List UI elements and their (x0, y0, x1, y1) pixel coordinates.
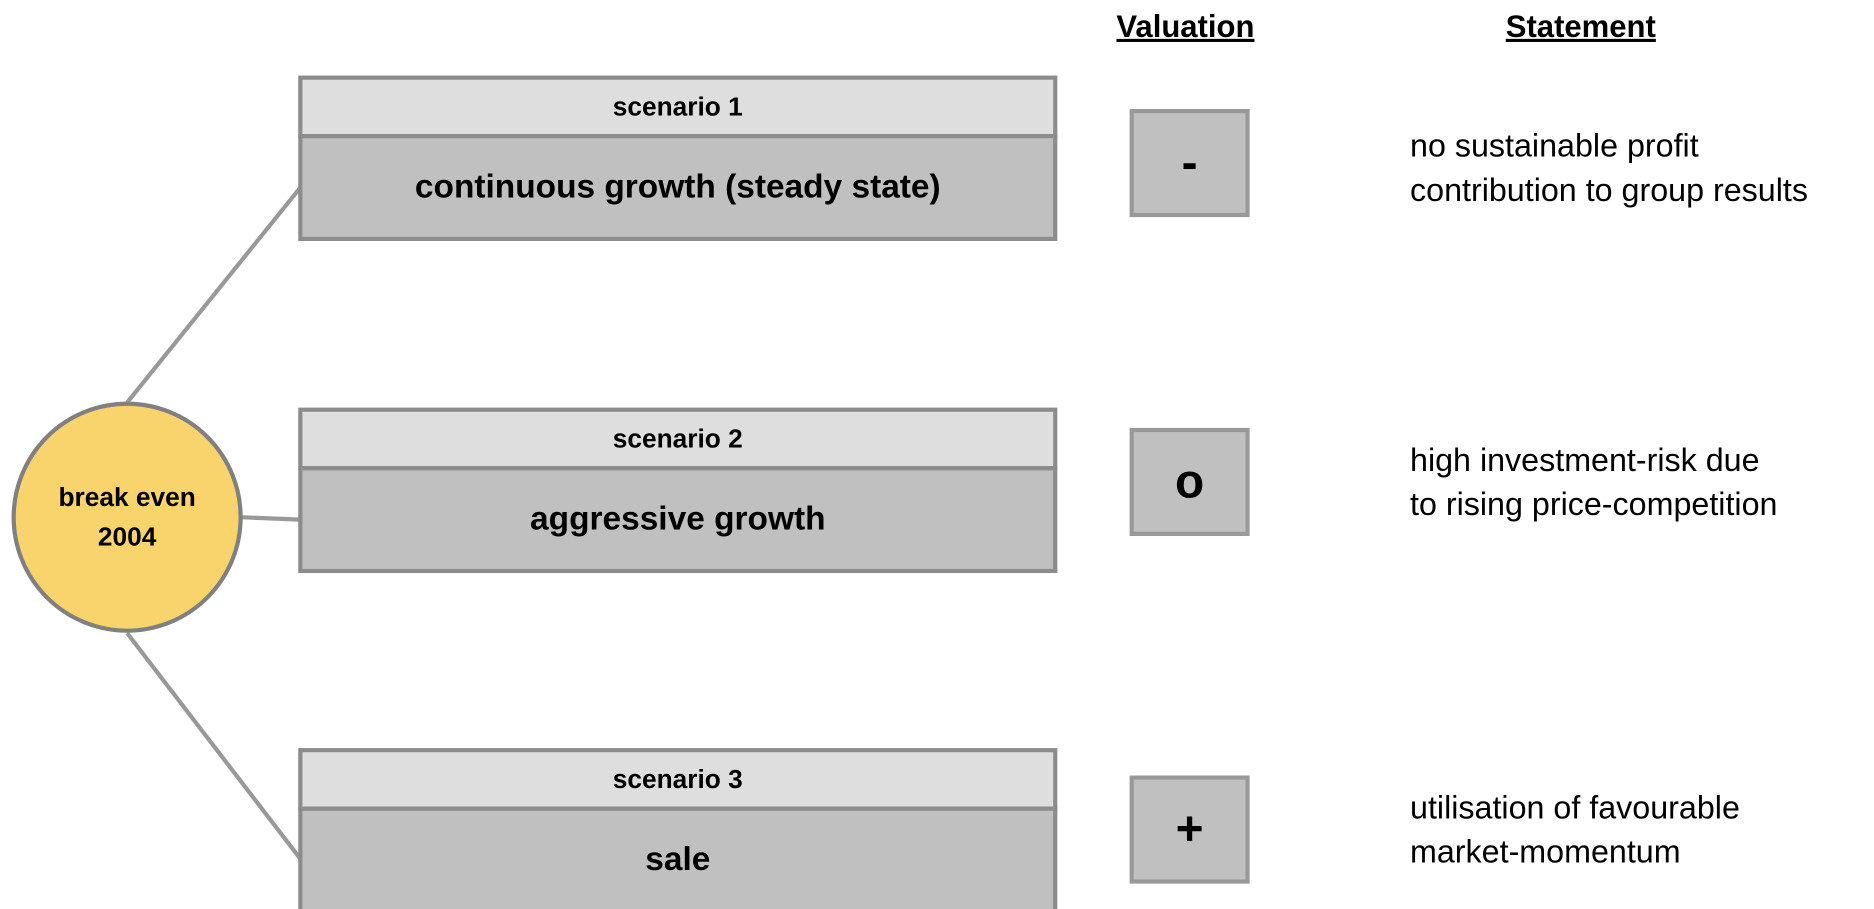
scenario-label: scenario 3 (613, 764, 743, 794)
valuation-symbol: - (1182, 137, 1198, 190)
valuation-header: Valuation (1116, 9, 1254, 44)
connector (125, 186, 302, 404)
valuation-box (1129, 427, 1250, 537)
statement-line: high investment-risk due (1410, 442, 1760, 478)
connector (125, 631, 303, 861)
statement-header: Statement (1506, 9, 1656, 44)
valuation-box (1129, 108, 1250, 218)
scenario-body-box (298, 134, 1058, 241)
root-node (11, 401, 243, 633)
connector (240, 515, 301, 522)
scenario-title: sale (645, 841, 710, 878)
root-label: 2004 (98, 522, 157, 552)
root-label: break even (59, 482, 196, 512)
scenario-body-box (298, 806, 1058, 909)
scenario-header-box (298, 748, 1058, 811)
scenario-label: scenario 2 (613, 424, 743, 454)
scenario-body-box (298, 466, 1058, 574)
scenario-title: continuous growth (steady state) (415, 169, 941, 206)
valuation-symbol: + (1176, 803, 1204, 856)
statement-line: contribution to group results (1410, 172, 1808, 208)
statement-line: utilisation of favourable (1410, 789, 1740, 825)
scenario-title: aggressive growth (530, 501, 825, 538)
statement-line: no sustainable profit (1410, 128, 1699, 164)
scenario-label: scenario 1 (613, 92, 743, 122)
connectors (125, 186, 303, 861)
valuation-symbol: o (1175, 456, 1204, 509)
valuation-box (1129, 775, 1250, 884)
statement-line: market-momentum (1410, 834, 1681, 870)
scenario-header-box (298, 75, 1058, 139)
statement-line: to rising price-competition (1410, 486, 1777, 522)
